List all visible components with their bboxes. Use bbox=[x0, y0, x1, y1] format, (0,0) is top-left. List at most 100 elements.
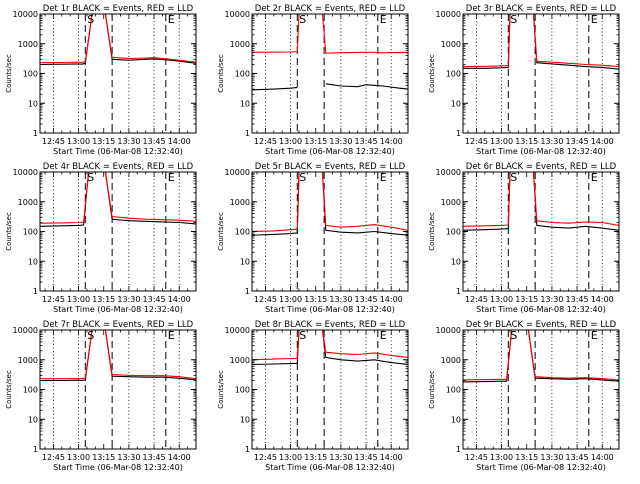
x-tick-label: 13:15 bbox=[515, 453, 538, 462]
x-tick-label: 13:30 bbox=[117, 137, 140, 146]
marker-label: E bbox=[591, 329, 598, 342]
x-tick-label: 13:45 bbox=[566, 137, 589, 146]
y-tick-label: 1 bbox=[245, 287, 250, 296]
y-tick-label: 10000 bbox=[13, 326, 38, 335]
x-tick-label: 14:00 bbox=[380, 137, 403, 146]
y-tick-label: 1000 bbox=[18, 356, 38, 365]
plot-frame bbox=[462, 13, 620, 134]
y-tick-label: 1 bbox=[456, 445, 461, 454]
series-line-lld bbox=[40, 14, 196, 64]
y-tick-label: 1 bbox=[456, 287, 461, 296]
y-tick-label: 1000 bbox=[18, 40, 38, 49]
panel-title: Det 8r BLACK = Events, RED = LLD bbox=[255, 320, 406, 330]
x-tick-label: 12:45 bbox=[465, 453, 488, 462]
marker-label: S bbox=[510, 13, 517, 26]
y-tick-label: 1000 bbox=[441, 198, 461, 207]
y-tick-label: 1000 bbox=[230, 40, 250, 49]
y-tick-label: 10 bbox=[28, 257, 38, 266]
y-tick-label: 1000 bbox=[18, 198, 38, 207]
x-tick-label: 13:30 bbox=[117, 453, 140, 462]
y-tick-label: 10000 bbox=[225, 326, 250, 335]
x-axis-label: Start Time (06-Mar-08 12:32:40) bbox=[53, 463, 183, 472]
x-axis-label: Start Time (06-Mar-08 12:32:40) bbox=[265, 463, 395, 472]
x-tick-label: 14:00 bbox=[591, 137, 614, 146]
panel-8: Det 8r BLACK = Events, RED = LLD Counts/s… bbox=[217, 320, 409, 472]
y-tick-label: 100 bbox=[235, 70, 250, 79]
panel-9: Det 9r BLACK = Events, RED = LLD Counts/s… bbox=[428, 320, 620, 472]
y-tick-label: 1000 bbox=[230, 356, 250, 365]
marker-label: S bbox=[87, 329, 94, 342]
marker-label: E bbox=[591, 171, 598, 184]
x-tick-label: 12:45 bbox=[254, 295, 277, 304]
panel-3: Det 3r BLACK = Events, RED = LLD Counts/s… bbox=[428, 4, 620, 156]
marker-label: S bbox=[87, 13, 94, 26]
panel-title: Det 3r BLACK = Events, RED = LLD bbox=[466, 4, 617, 14]
x-tick-label: 13:45 bbox=[566, 453, 589, 462]
panel-5: Det 5r BLACK = Events, RED = LLD Counts/s… bbox=[217, 162, 409, 314]
x-tick-label: 13:00 bbox=[67, 137, 90, 146]
panel-title: Det 1r BLACK = Events, RED = LLD bbox=[43, 4, 194, 14]
x-tick-label: 12:45 bbox=[42, 453, 65, 462]
y-tick-label: 10 bbox=[240, 415, 250, 424]
series-line-lld bbox=[40, 330, 196, 380]
x-tick-label: 14:00 bbox=[591, 453, 614, 462]
y-tick-label: 10000 bbox=[13, 168, 38, 177]
x-axis-label: Start Time (06-Mar-08 12:32:40) bbox=[265, 147, 395, 156]
x-tick-label: 13:30 bbox=[329, 295, 352, 304]
x-axis-label: Start Time (06-Mar-08 12:32:40) bbox=[53, 305, 183, 314]
y-tick-label: 100 bbox=[235, 386, 250, 395]
y-tick-label: 1 bbox=[33, 445, 38, 454]
plot-frame bbox=[462, 171, 620, 292]
panel-7: Det 7r BLACK = Events, RED = LLD Counts/s… bbox=[5, 320, 197, 472]
y-tick-label: 1 bbox=[33, 129, 38, 138]
x-tick-label: 12:45 bbox=[254, 453, 277, 462]
y-tick-label: 1000 bbox=[441, 40, 461, 49]
panel-title: Det 9r BLACK = Events, RED = LLD bbox=[466, 320, 617, 330]
y-tick-label: 100 bbox=[446, 70, 461, 79]
x-tick-label: 13:15 bbox=[304, 453, 327, 462]
x-tick-label: 13:00 bbox=[490, 137, 513, 146]
x-tick-label: 13:30 bbox=[329, 137, 352, 146]
y-axis-label: Counts/sec bbox=[5, 212, 13, 251]
panel-title: Det 4r BLACK = Events, RED = LLD bbox=[43, 162, 194, 172]
y-tick-label: 10000 bbox=[436, 168, 461, 177]
y-tick-label: 10000 bbox=[13, 10, 38, 19]
plot-frame bbox=[251, 13, 409, 134]
panel-title: Det 5r BLACK = Events, RED = LLD bbox=[255, 162, 406, 172]
y-axis-label: Counts/sec bbox=[217, 370, 225, 409]
y-tick-label: 1000 bbox=[441, 356, 461, 365]
y-axis-label: Counts/sec bbox=[5, 370, 13, 409]
y-axis-label: Counts/sec bbox=[5, 54, 13, 93]
x-tick-label: 13:00 bbox=[67, 453, 90, 462]
x-axis-label: Start Time (06-Mar-08 12:32:40) bbox=[476, 305, 606, 314]
marker-label: E bbox=[168, 171, 175, 184]
y-tick-label: 10 bbox=[240, 99, 250, 108]
x-tick-label: 13:30 bbox=[540, 453, 563, 462]
y-tick-label: 1 bbox=[245, 445, 250, 454]
marker-label: S bbox=[299, 329, 306, 342]
y-tick-label: 100 bbox=[446, 386, 461, 395]
panel-4: Det 4r BLACK = Events, RED = LLD Counts/s… bbox=[5, 162, 197, 314]
panel-2: Det 2r BLACK = Events, RED = LLD Counts/s… bbox=[217, 4, 409, 156]
plot-frame bbox=[251, 171, 409, 292]
y-tick-label: 10000 bbox=[436, 326, 461, 335]
x-tick-label: 12:45 bbox=[465, 295, 488, 304]
x-tick-label: 13:15 bbox=[515, 137, 538, 146]
x-tick-label: 13:00 bbox=[67, 295, 90, 304]
x-tick-label: 13:00 bbox=[490, 295, 513, 304]
y-tick-label: 100 bbox=[23, 70, 38, 79]
x-tick-label: 13:45 bbox=[566, 295, 589, 304]
marker-label: E bbox=[380, 13, 387, 26]
series-line-lld bbox=[463, 14, 619, 68]
y-tick-label: 10 bbox=[28, 99, 38, 108]
series-line-lld bbox=[252, 330, 408, 361]
series-line-lld bbox=[40, 172, 196, 224]
x-tick-label: 13:15 bbox=[92, 137, 115, 146]
y-tick-label: 10 bbox=[28, 415, 38, 424]
x-tick-label: 13:30 bbox=[329, 453, 352, 462]
x-tick-label: 13:00 bbox=[490, 453, 513, 462]
y-tick-label: 10000 bbox=[225, 168, 250, 177]
x-tick-label: 13:30 bbox=[540, 137, 563, 146]
marker-label: E bbox=[591, 13, 598, 26]
